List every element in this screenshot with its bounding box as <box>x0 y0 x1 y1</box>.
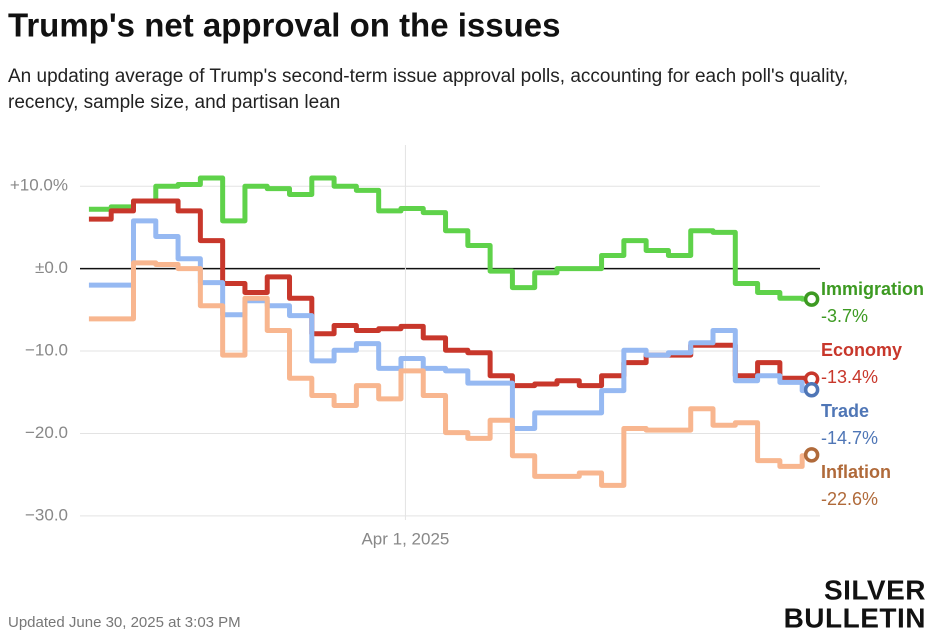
y-tick-label: −20.0 <box>25 423 68 442</box>
y-tick-label: −30.0 <box>25 505 68 524</box>
end-marker <box>803 291 820 307</box>
end-value-label: -22.6% <box>821 489 878 509</box>
end-value-label: -13.4% <box>821 367 878 387</box>
series-line <box>88 218 810 432</box>
legend-name: Inflation <box>821 462 891 482</box>
end-value-label: -3.7% <box>821 306 868 326</box>
series-line <box>88 260 810 488</box>
chart-title: Trump's net approval on the issues <box>8 7 560 44</box>
end-value-label: -14.7% <box>821 428 878 448</box>
y-tick-label: −10.0 <box>25 341 68 360</box>
brand-line: BULLETIN <box>784 602 926 633</box>
footer: Updated June 30, 2025 at 3:03 PM <box>8 614 241 631</box>
end-marker <box>803 447 820 463</box>
subtitle-box: An updating average of Trump's second-te… <box>8 66 849 113</box>
series-line <box>88 175 807 302</box>
brand-line: SILVER <box>824 574 926 605</box>
chart-subtitle: An updating average of Trump's second-te… <box>8 66 849 113</box>
legend-name: Immigration <box>821 279 924 299</box>
legend-name: Trade <box>821 401 869 421</box>
y-tick-label: ±0.0 <box>35 258 68 277</box>
legend-name: Economy <box>821 340 902 360</box>
x-tick-label: Apr 1, 2025 <box>361 529 449 548</box>
end-marker <box>803 382 820 398</box>
y-tick-label: +10.0% <box>10 176 68 195</box>
